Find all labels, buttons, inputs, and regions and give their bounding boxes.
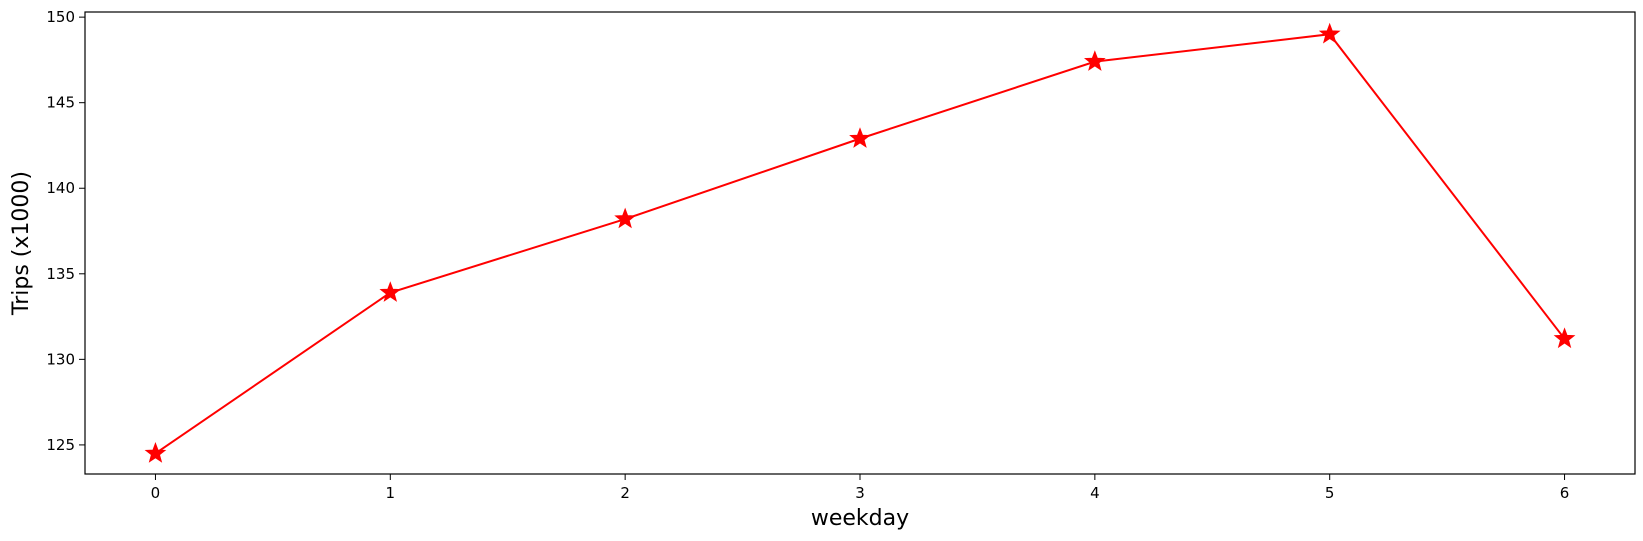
- y-tick-label: 135: [46, 265, 75, 283]
- data-point-star-marker: [379, 281, 402, 302]
- plot-area-frame: [84, 11, 1636, 475]
- x-tick-label: 0: [151, 484, 161, 502]
- x-tick-label: 3: [855, 484, 865, 502]
- data-point-star-marker: [1553, 327, 1576, 349]
- x-axis: 0 1 2 3 4 5 6: [151, 474, 1570, 502]
- data-point-star-marker: [1318, 22, 1341, 44]
- y-tick-label: 130: [46, 350, 75, 368]
- x-tick-label: 2: [620, 484, 630, 502]
- x-tick-label: 6: [1560, 484, 1570, 502]
- x-tick-label: 5: [1325, 484, 1335, 502]
- y-axis-label: Trips (x1000): [9, 171, 34, 316]
- y-axis: 125 130 135 140 145 150: [46, 8, 85, 454]
- x-tick-label: 4: [1090, 484, 1100, 502]
- data-point-star-marker: [849, 127, 871, 148]
- y-tick-label: 125: [46, 436, 75, 454]
- x-tick-label: 1: [386, 484, 396, 502]
- data-point-star-marker: [614, 207, 637, 229]
- y-tick-label: 140: [46, 179, 75, 197]
- y-tick-label: 150: [46, 8, 75, 26]
- x-axis-label: weekday: [811, 506, 909, 531]
- series-line: [154, 33, 1566, 455]
- data-point-star-marker: [144, 442, 167, 463]
- data-point-star-marker: [1083, 50, 1106, 71]
- series-trips: [144, 22, 1576, 463]
- y-tick-label: 145: [46, 94, 75, 112]
